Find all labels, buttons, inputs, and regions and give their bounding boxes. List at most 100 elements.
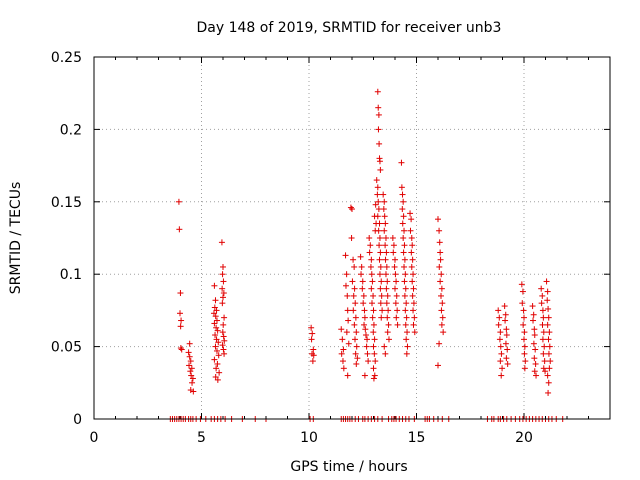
data-point xyxy=(221,337,228,344)
data-point xyxy=(339,358,346,365)
data-point xyxy=(438,307,445,314)
data-point xyxy=(410,285,417,292)
data-point xyxy=(353,343,360,350)
data-point xyxy=(376,158,383,165)
data-point xyxy=(540,329,547,336)
data-point xyxy=(347,204,354,211)
x-tick-label: 10 xyxy=(300,430,318,446)
data-point xyxy=(220,290,227,297)
data-point xyxy=(436,239,443,246)
data-point xyxy=(188,365,195,372)
data-point xyxy=(532,346,539,353)
data-point xyxy=(402,271,409,278)
data-point xyxy=(398,159,405,166)
data-point xyxy=(189,375,196,382)
data-point xyxy=(545,336,552,343)
data-point xyxy=(437,256,444,263)
data-point xyxy=(382,271,389,278)
data-point xyxy=(344,307,351,314)
data-point xyxy=(368,271,375,278)
data-point xyxy=(177,290,184,297)
data-point xyxy=(357,253,364,260)
data-point xyxy=(382,220,389,227)
data-point xyxy=(503,332,510,339)
data-point xyxy=(439,300,446,307)
data-point xyxy=(547,358,554,365)
data-point xyxy=(378,278,385,285)
data-point xyxy=(384,314,391,321)
data-point xyxy=(186,340,193,347)
data-point xyxy=(531,326,538,333)
data-point xyxy=(349,278,356,285)
data-point xyxy=(392,300,399,307)
data-point xyxy=(220,321,227,328)
data-point xyxy=(392,271,399,278)
data-point xyxy=(366,235,373,241)
data-point xyxy=(190,388,197,395)
data-point xyxy=(399,206,406,213)
data-point xyxy=(545,314,552,321)
data-point xyxy=(351,321,358,328)
y-tick-label: 0.1 xyxy=(60,267,82,283)
data-point xyxy=(382,256,389,263)
data-point xyxy=(540,365,547,372)
data-point xyxy=(186,353,193,360)
x-tick-label: 5 xyxy=(197,430,206,446)
data-point xyxy=(375,126,382,133)
data-point xyxy=(400,249,407,256)
data-point xyxy=(401,256,408,263)
data-point xyxy=(187,358,194,365)
data-point xyxy=(521,336,527,343)
data-point xyxy=(402,307,409,314)
data-point xyxy=(546,343,553,350)
data-point xyxy=(343,329,350,336)
chart-title: Day 148 of 2019, SRMTID for receiver unb… xyxy=(197,20,502,36)
data-point xyxy=(401,227,408,234)
data-point xyxy=(384,292,391,299)
data-point xyxy=(390,249,397,256)
data-point xyxy=(496,336,503,343)
data-point xyxy=(309,330,316,337)
data-point xyxy=(538,285,545,292)
data-point xyxy=(370,375,377,382)
data-point xyxy=(361,314,368,321)
data-point xyxy=(211,356,218,363)
data-point xyxy=(348,235,355,241)
data-point xyxy=(402,321,409,328)
data-point xyxy=(186,362,193,369)
data-point xyxy=(438,271,445,278)
data-point xyxy=(411,329,418,336)
data-point xyxy=(214,327,221,334)
data-point xyxy=(344,292,351,299)
data-point xyxy=(340,365,347,372)
data-point xyxy=(385,321,392,328)
data-point xyxy=(403,336,410,343)
data-point xyxy=(383,249,390,256)
data-point xyxy=(380,206,387,213)
data-point xyxy=(310,352,317,359)
data-point xyxy=(358,271,365,278)
data-point xyxy=(378,314,385,321)
x-tick-label: 15 xyxy=(408,430,426,446)
data-point xyxy=(539,336,546,343)
data-point xyxy=(497,358,504,365)
data-point xyxy=(385,307,392,314)
axis-ticks xyxy=(93,56,611,420)
data-point xyxy=(364,336,371,343)
data-point xyxy=(409,256,416,263)
data-point xyxy=(401,263,408,270)
data-point xyxy=(212,313,219,320)
data-point xyxy=(377,263,384,270)
data-point xyxy=(400,235,407,241)
data-point xyxy=(531,332,538,339)
data-point xyxy=(370,365,377,372)
data-point xyxy=(403,350,410,357)
data-point xyxy=(410,271,417,278)
data-point xyxy=(398,184,405,191)
data-point xyxy=(521,343,528,350)
data-point xyxy=(371,350,378,357)
data-point xyxy=(359,285,366,292)
data-point xyxy=(394,307,401,314)
data-point xyxy=(361,372,368,379)
